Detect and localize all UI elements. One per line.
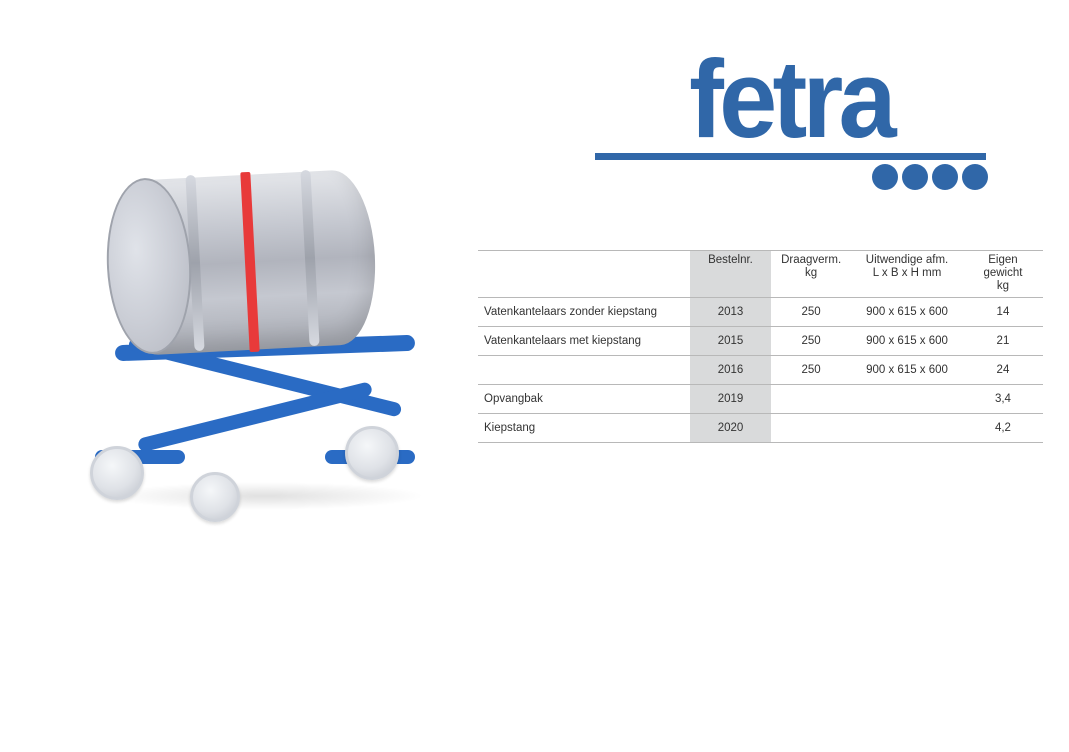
- table-row: 2016 250 900 x 615 x 600 24: [478, 355, 1043, 384]
- cell-draag: 250: [771, 297, 851, 326]
- cell-draag: [771, 413, 851, 442]
- cell-afm: [851, 413, 963, 442]
- wheel-icon: [190, 472, 240, 522]
- product-illustration: [40, 135, 450, 545]
- table-row: Vatenkantelaars zonder kiepstang 2013 25…: [478, 297, 1043, 326]
- cell-draag: 250: [771, 326, 851, 355]
- col-header-gewicht: Eigen gewicht kg: [963, 251, 1043, 298]
- table-row: Vatenkantelaars met kiepstang 2015 250 9…: [478, 326, 1043, 355]
- cell-bestelnr: 2020: [690, 413, 771, 442]
- col-header-bestelnr: Bestelnr.: [690, 251, 771, 298]
- col-header-draagverm: Draagverm. kg: [771, 251, 851, 298]
- cell-gew: 4,2: [963, 413, 1043, 442]
- brand-logo: fetra: [583, 50, 998, 225]
- cell-bestelnr: 2019: [690, 384, 771, 413]
- table-header-row: Bestelnr. Draagverm. kg Uitwendige afm. …: [478, 251, 1043, 298]
- table-body: Vatenkantelaars zonder kiepstang 2013 25…: [478, 297, 1043, 442]
- col-header-desc: [478, 251, 690, 298]
- cell-gew: 21: [963, 326, 1043, 355]
- wheel-icon: [345, 426, 399, 480]
- cell-desc: [478, 355, 690, 384]
- cell-desc: Vatenkantelaars zonder kiepstang: [478, 297, 690, 326]
- cell-bestelnr: 2016: [690, 355, 771, 384]
- wheel-icon: [90, 446, 144, 500]
- cell-bestelnr: 2015: [690, 326, 771, 355]
- cell-bestelnr: 2013: [690, 297, 771, 326]
- cell-desc: Opvangbak: [478, 384, 690, 413]
- logo-text: fetra: [593, 50, 987, 149]
- cell-afm: 900 x 615 x 600: [851, 355, 963, 384]
- table-row: Opvangbak 2019 3,4: [478, 384, 1043, 413]
- cell-afm: 900 x 615 x 600: [851, 297, 963, 326]
- cell-gew: 14: [963, 297, 1043, 326]
- barrel-wrap: [55, 150, 435, 530]
- table-row: Kiepstang 2020 4,2: [478, 413, 1043, 442]
- cell-gew: 24: [963, 355, 1043, 384]
- cell-draag: [771, 384, 851, 413]
- cell-afm: [851, 384, 963, 413]
- cell-draag: 250: [771, 355, 851, 384]
- spec-table: Bestelnr. Draagverm. kg Uitwendige afm. …: [478, 250, 1043, 443]
- cell-desc: Kiepstang: [478, 413, 690, 442]
- logo-dots: [583, 164, 998, 190]
- cell-desc: Vatenkantelaars met kiepstang: [478, 326, 690, 355]
- cell-afm: 900 x 615 x 600: [851, 326, 963, 355]
- col-header-afm: Uitwendige afm. L x B x H mm: [851, 251, 963, 298]
- cell-gew: 3,4: [963, 384, 1043, 413]
